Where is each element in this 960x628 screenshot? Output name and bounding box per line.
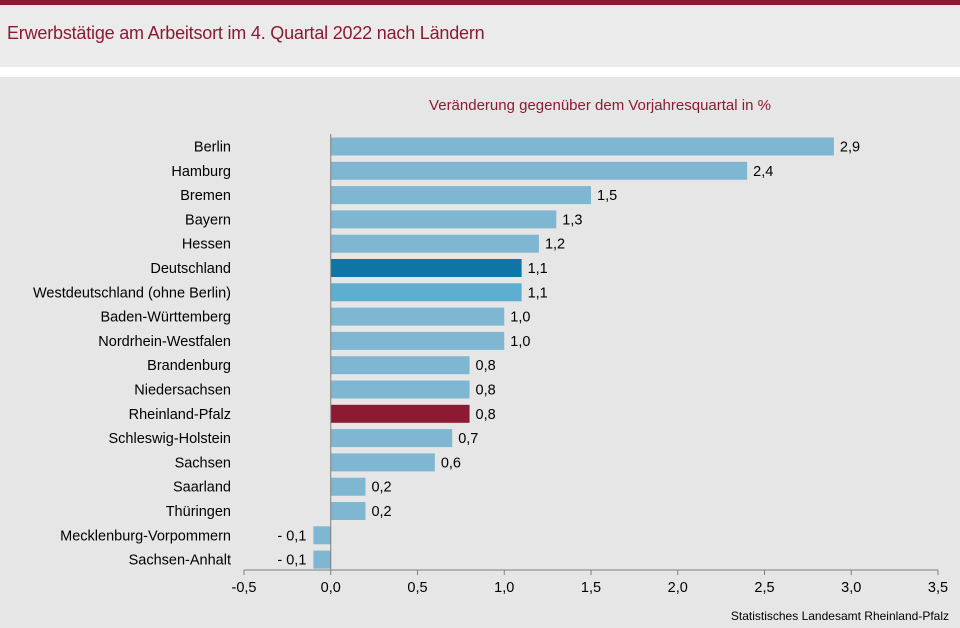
chart-subtitle: Veränderung gegenüber dem Vorjahresquart… xyxy=(429,97,771,114)
x-tick-label: 3,5 xyxy=(928,580,948,596)
bar-saarland xyxy=(330,477,366,496)
x-tick-label: 3,0 xyxy=(841,580,861,596)
bar-hamburg xyxy=(330,161,748,180)
bar-sachsen-anhalt xyxy=(313,550,331,569)
category-label: Baden-Württemberg xyxy=(100,310,231,326)
bar-sachsen xyxy=(330,453,435,472)
bar-nordrhein-westfalen xyxy=(330,331,505,350)
value-label: 1,3 xyxy=(562,212,582,228)
bar-thüringen xyxy=(330,502,366,520)
value-label: 0,7 xyxy=(458,431,478,447)
value-label: 0,2 xyxy=(371,480,391,496)
x-tick-label: 1,5 xyxy=(581,580,601,596)
value-label: 1,0 xyxy=(510,334,530,350)
x-tick-label: 0,5 xyxy=(407,580,427,596)
value-label: 2,9 xyxy=(840,140,860,156)
value-label: 1,0 xyxy=(510,310,530,326)
bar-niedersachsen xyxy=(330,380,470,399)
value-label: 0,8 xyxy=(476,407,496,423)
top-accent-rule xyxy=(0,0,960,5)
value-label: 1,2 xyxy=(545,237,565,253)
bar-hessen xyxy=(330,234,539,253)
category-label: Brandenburg xyxy=(147,358,231,374)
bar-schleswig-holstein xyxy=(330,429,453,448)
category-label: Rheinland-Pfalz xyxy=(129,407,231,423)
category-label: Berlin xyxy=(194,140,231,156)
value-label: 1,1 xyxy=(528,261,548,277)
value-label: 0,2 xyxy=(371,504,391,520)
value-label: 0,8 xyxy=(476,358,496,374)
category-label: Deutschland xyxy=(150,261,231,277)
category-label: Schleswig-Holstein xyxy=(109,431,232,447)
category-label: Bayern xyxy=(185,212,231,228)
category-label: Westdeutschland (ohne Berlin) xyxy=(33,285,231,301)
bar-berlin xyxy=(330,137,834,156)
bars-group: Berlin 2,9 Hamburg 2,4 Bremen 1,5 Bayern 1,3 Hes… xyxy=(33,137,860,569)
category-label: Bremen xyxy=(180,188,231,204)
bar-brandenburg xyxy=(330,356,470,375)
page-title: Erwerbstätige am Arbeitsort im 4. Quarta… xyxy=(7,23,485,43)
bar-mecklenburg-vorpommern xyxy=(313,526,331,545)
header-divider xyxy=(0,67,960,77)
x-tick-label: 2,5 xyxy=(754,580,774,596)
source-note: Statistisches Landesamt Rheinland-Pfalz xyxy=(731,609,949,623)
x-tick-label: 0,0 xyxy=(321,580,341,596)
category-label: Hamburg xyxy=(171,164,231,180)
category-label: Niedersachsen xyxy=(134,383,231,399)
value-label: 1,5 xyxy=(597,188,617,204)
category-label: Thüringen xyxy=(166,504,231,520)
bar-deutschland xyxy=(330,259,522,277)
header: Erwerbstätige am Arbeitsort im 4. Quarta… xyxy=(0,5,960,67)
bar-baden-württemberg xyxy=(330,307,505,326)
category-label: Sachsen-Anhalt xyxy=(129,553,231,569)
value-label: 0,8 xyxy=(476,383,496,399)
value-label: 0,6 xyxy=(441,455,461,471)
bar-bayern xyxy=(330,210,557,229)
x-axis: -0,5 0,0 0,5 1,0 1,5 2,0 2,5 3,0 3,5 xyxy=(232,134,948,596)
category-label: Saarland xyxy=(173,480,231,496)
x-tick-label: -0,5 xyxy=(232,580,257,596)
value-label: 2,4 xyxy=(753,164,773,180)
category-label: Nordrhein-Westfalen xyxy=(98,334,231,350)
category-label: Hessen xyxy=(182,237,231,253)
bar-westdeutschland-ohne-berlin xyxy=(330,283,522,302)
value-label: - 0,1 xyxy=(277,528,306,544)
category-label: Sachsen xyxy=(175,455,231,471)
bar-bremen xyxy=(330,186,591,205)
category-label: Mecklenburg-Vorpommern xyxy=(60,528,231,544)
x-tick-label: 2,0 xyxy=(668,580,688,596)
value-label: 1,1 xyxy=(528,285,548,301)
value-label: - 0,1 xyxy=(277,553,306,569)
x-tick-label: 1,0 xyxy=(494,580,514,596)
bar-rheinland-pfalz xyxy=(330,404,470,423)
